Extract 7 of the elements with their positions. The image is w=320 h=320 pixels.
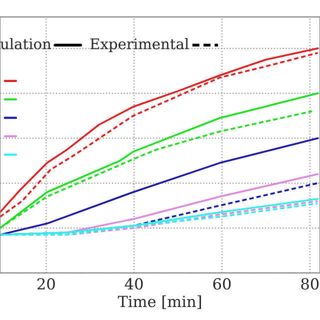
x-tick-label: 80 xyxy=(301,278,319,290)
x-axis-title: Time [min] xyxy=(118,295,201,310)
x-tick-label: 20 xyxy=(37,278,55,290)
annotation: Experimental xyxy=(90,38,189,52)
x-tick-label: 60 xyxy=(213,278,231,290)
x-tick-label: 40 xyxy=(124,278,143,290)
annotation: ulation xyxy=(0,38,52,50)
